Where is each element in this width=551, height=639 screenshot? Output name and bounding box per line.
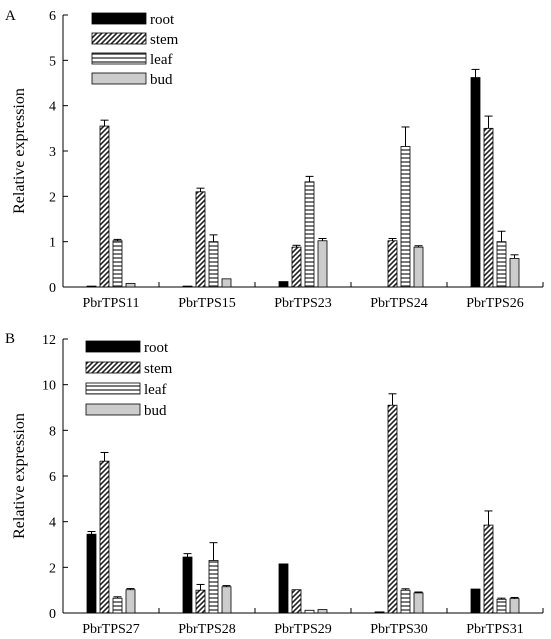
panel-label: A: [5, 8, 16, 24]
y-tick-label: 8: [49, 424, 56, 439]
bar-bud: [221, 586, 232, 614]
panel-label: B: [5, 331, 15, 347]
legend-swatch-root: [91, 12, 147, 25]
y-tick-label: 6: [49, 470, 56, 485]
bar-bud: [413, 246, 424, 288]
bar-stem: [483, 524, 494, 614]
legend-label-stem: stem: [144, 361, 173, 377]
bar-leaf: [112, 240, 123, 288]
y-tick-label: 1: [49, 236, 56, 251]
bar-leaf: [304, 181, 315, 288]
bar-bud: [317, 609, 328, 614]
y-tick-label: 3: [49, 145, 56, 160]
x-tick-label: PbrTPS23: [274, 296, 332, 311]
bar-stem: [195, 589, 206, 614]
x-tick-label: PbrTPS31: [466, 622, 524, 637]
x-tick-label: PbrTPS28: [178, 622, 236, 637]
legend-label-root: root: [144, 340, 169, 356]
bar-leaf: [496, 598, 507, 614]
bar-leaf: [208, 560, 219, 614]
bar-bud: [125, 282, 136, 288]
legend-label-stem: stem: [150, 32, 179, 48]
bar-leaf: [496, 241, 507, 288]
bar-stem: [483, 127, 494, 288]
y-tick-label: 2: [49, 561, 56, 576]
bar-stem: [195, 191, 206, 288]
bar-stem: [387, 404, 398, 614]
x-tick-label: PbrTPS30: [370, 622, 428, 637]
legend-label-root: root: [150, 12, 175, 28]
bar-root: [470, 588, 481, 614]
x-tick-label: PbrTPS24: [370, 296, 428, 311]
y-tick-label: 10: [42, 379, 56, 394]
bar-bud: [221, 278, 232, 288]
bar-bud: [413, 592, 424, 614]
x-tick-label: PbrTPS26: [466, 296, 524, 311]
bar-root: [86, 533, 97, 614]
bar-stem: [291, 589, 302, 614]
bar-leaf: [208, 241, 219, 288]
bar-leaf: [400, 589, 411, 614]
legend-label-leaf: leaf: [150, 52, 172, 68]
x-tick-label: PbrTPS15: [178, 296, 236, 311]
bar-root: [470, 77, 481, 288]
bar-leaf: [112, 597, 123, 614]
legend-label-leaf: leaf: [144, 382, 166, 398]
legend-swatch-root: [85, 340, 141, 353]
bar-leaf: [400, 146, 411, 288]
bar-root: [278, 563, 289, 614]
legend-label-bud: bud: [150, 72, 173, 88]
y-tick-label: 4: [49, 516, 56, 531]
y-tick-label: 0: [49, 281, 56, 296]
y-tick-label: 6: [49, 9, 56, 24]
y-tick-label: 0: [49, 607, 56, 622]
legend-swatch-stem: [85, 361, 141, 374]
legend-swatch-bud: [85, 403, 141, 416]
y-tick-label: 2: [49, 190, 56, 205]
x-tick-label: PbrTPS27: [82, 622, 140, 637]
bar-bud: [125, 589, 136, 614]
x-tick-label: PbrTPS11: [82, 296, 139, 311]
legend-swatch-stem: [91, 32, 147, 45]
y-axis-title: Relative expression: [11, 88, 28, 214]
bar-stem: [291, 246, 302, 288]
y-tick-label: 4: [49, 100, 56, 115]
bar-root: [86, 285, 97, 288]
bar-root: [278, 281, 289, 288]
x-tick-label: PbrTPS29: [274, 622, 332, 637]
y-tick-label: 5: [49, 54, 56, 69]
legend-swatch-bud: [91, 72, 147, 85]
y-axis-title: Relative expression: [11, 413, 28, 539]
bar-root: [182, 285, 193, 288]
bar-bud: [509, 598, 520, 614]
bar-leaf: [304, 609, 315, 614]
bar-stem: [99, 460, 110, 614]
bar-root: [182, 556, 193, 614]
legend-swatch-leaf: [91, 52, 147, 65]
bar-bud: [317, 240, 328, 288]
legend-swatch-leaf: [85, 382, 141, 395]
y-tick-label: 12: [42, 333, 56, 348]
bar-root: [374, 611, 385, 614]
bar-bud: [509, 258, 520, 288]
bar-stem: [99, 125, 110, 288]
bar-stem: [387, 240, 398, 288]
legend-label-bud: bud: [144, 403, 167, 419]
